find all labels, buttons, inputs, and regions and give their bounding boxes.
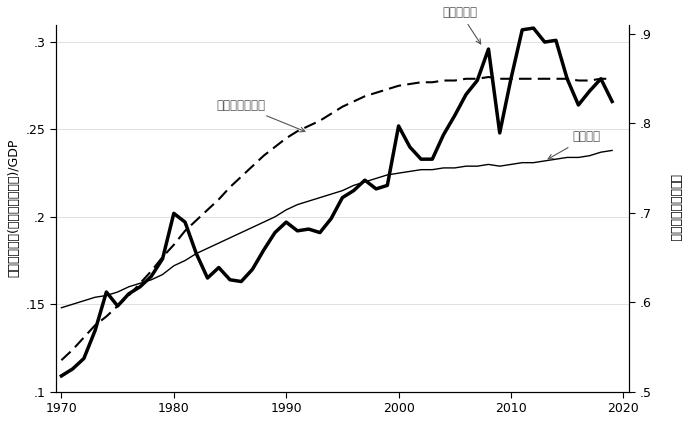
Text: 労働参加率格差: 労働参加率格差 [217,99,305,132]
Y-axis label: 貿易開放度，(輸出額＋輸入額)/GDP: 貿易開放度，(輸出額＋輸入額)/GDP [7,139,20,277]
Text: 貿易開放度: 貿易開放度 [443,6,481,44]
Text: 賃金格差: 賃金格差 [548,130,601,159]
Y-axis label: ジェンダーギャップ: ジェンダーギャップ [668,174,681,242]
